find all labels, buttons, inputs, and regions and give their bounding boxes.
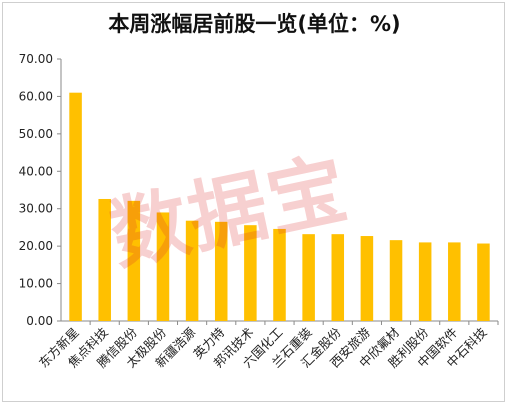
bar (127, 200, 141, 321)
y-tick-labels: 0.00 10.00 20.00 30.00 40.00 50.00 60.00 70.00 (19, 52, 61, 328)
chart-title: 本周涨幅居前股一览(单位：%) (108, 12, 401, 36)
bar (185, 220, 199, 321)
bar (331, 234, 345, 321)
bar (448, 242, 461, 321)
chart-frame (2, 2, 505, 402)
x-tick-labels: 东方新星焦点科技腾信股份太极股份新疆浩源英力特邦讯技术六国化工兰石重装汇金股份西… (36, 321, 499, 370)
bar (214, 221, 228, 321)
bar (360, 236, 374, 321)
y-tick-label: 30.00 (19, 202, 53, 216)
bar (98, 198, 111, 321)
bar (156, 212, 170, 321)
bar (273, 228, 286, 321)
bar (477, 243, 490, 321)
bar (69, 92, 82, 321)
bar (418, 242, 432, 321)
y-tick-label: 60.00 (19, 89, 53, 103)
bars (69, 92, 490, 321)
bar (244, 225, 257, 321)
y-tick-label: 40.00 (19, 164, 53, 178)
y-tick-label: 0.00 (26, 314, 53, 328)
y-tick-label: 10.00 (19, 277, 53, 291)
y-tick-label: 20.00 (19, 239, 53, 253)
bar (389, 240, 403, 321)
bar (302, 234, 315, 321)
y-tick-label: 50.00 (19, 127, 53, 141)
y-tick-label: 70.00 (19, 52, 53, 66)
